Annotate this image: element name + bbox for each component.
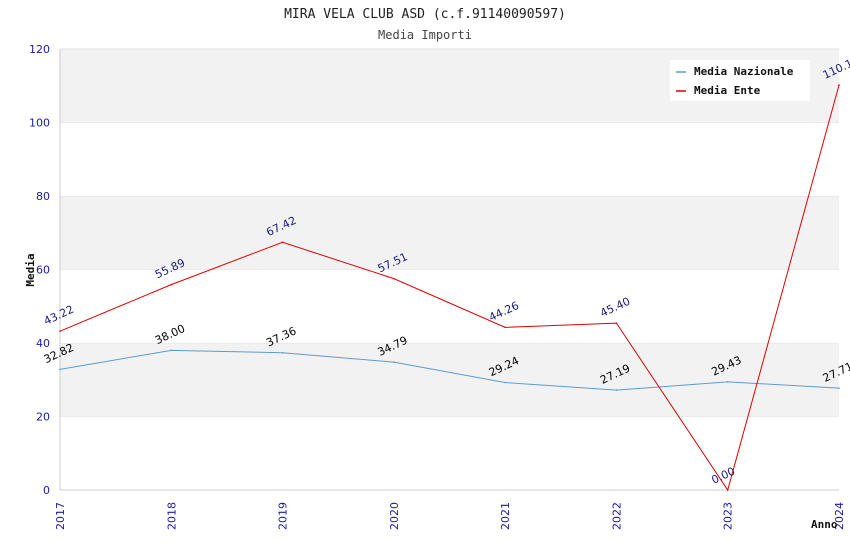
y-axis-label: Media bbox=[24, 253, 37, 286]
series-line-1 bbox=[59, 84, 840, 492]
y-tick-label: 100 bbox=[29, 117, 50, 130]
data-point bbox=[393, 361, 395, 363]
data-point bbox=[726, 381, 729, 383]
plot-background bbox=[59, 48, 839, 491]
x-tick-label: 2017 bbox=[54, 502, 67, 530]
data-point bbox=[838, 84, 840, 86]
chart-title: MIRA VELA CLUB ASD (c.f.91140090597) bbox=[284, 7, 566, 22]
data-point bbox=[281, 351, 284, 354]
y-tick-label: 60 bbox=[36, 264, 50, 277]
x-axis-label: Anno bbox=[811, 518, 838, 531]
legend-label: Media Ente bbox=[694, 84, 761, 97]
data-point bbox=[170, 349, 173, 352]
data-point bbox=[281, 241, 284, 244]
legend-box bbox=[670, 60, 810, 101]
x-tick-label: 2021 bbox=[499, 502, 512, 530]
series-group bbox=[59, 84, 840, 492]
legend: Media Nazionale Media Ente bbox=[670, 60, 810, 101]
x-tick-label: 2018 bbox=[165, 502, 178, 530]
data-point bbox=[615, 389, 618, 391]
y-tick-label: 120 bbox=[29, 43, 50, 56]
data-point bbox=[838, 387, 840, 389]
grid-band bbox=[60, 122, 839, 196]
x-tick-label: 2023 bbox=[722, 502, 735, 530]
grid-band bbox=[60, 343, 839, 417]
grid-band bbox=[60, 196, 839, 270]
legend-label: Media Nazionale bbox=[694, 65, 794, 78]
y-tick-label: 40 bbox=[36, 337, 50, 350]
data-point bbox=[504, 381, 506, 384]
data-point bbox=[59, 330, 61, 332]
y-tick-label: 20 bbox=[36, 411, 50, 424]
series-line-0 bbox=[59, 349, 840, 391]
x-tick-label: 2022 bbox=[610, 502, 623, 530]
data-point bbox=[393, 277, 395, 280]
data-point bbox=[504, 326, 506, 329]
x-tick-label: 2024 bbox=[833, 502, 846, 530]
x-tick-label: 2020 bbox=[388, 502, 401, 530]
grid-band bbox=[60, 269, 839, 343]
y-tick-label: 80 bbox=[36, 190, 50, 203]
y-tick-label: 0 bbox=[43, 484, 50, 497]
x-tick-label: 2019 bbox=[277, 502, 290, 530]
data-point bbox=[170, 283, 173, 286]
data-point bbox=[59, 368, 61, 371]
grid-band bbox=[60, 416, 839, 490]
data-point bbox=[615, 322, 618, 324]
x-axis: 2017 2018 2019 2020 2021 2022 2023 2024 bbox=[54, 502, 846, 530]
data-point bbox=[726, 489, 729, 491]
chart-subtitle: Media Importi bbox=[378, 28, 472, 42]
y-axis: 0 20 40 60 80 100 120 bbox=[29, 43, 50, 497]
